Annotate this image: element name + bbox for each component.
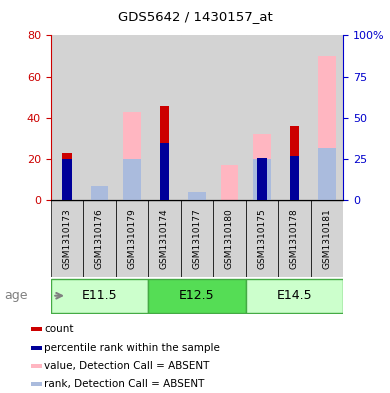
Text: GSM1310180: GSM1310180	[225, 208, 234, 269]
Bar	[31, 364, 42, 368]
Bar	[51, 200, 83, 277]
Bar	[148, 200, 181, 277]
Bar	[257, 158, 266, 200]
Bar	[318, 148, 336, 200]
Bar	[246, 35, 278, 200]
Bar	[213, 35, 246, 200]
Text: GSM1310174: GSM1310174	[160, 208, 169, 269]
Text: percentile rank within the sample: percentile rank within the sample	[44, 343, 220, 353]
Bar	[51, 35, 83, 200]
Bar	[148, 35, 181, 200]
Text: age: age	[4, 289, 27, 302]
Text: GSM1310181: GSM1310181	[323, 208, 332, 269]
Bar	[246, 279, 343, 312]
Bar	[188, 192, 206, 200]
Bar	[246, 200, 278, 277]
Bar	[148, 279, 246, 312]
Bar	[278, 200, 311, 277]
Bar	[83, 200, 116, 277]
Text: E14.5: E14.5	[277, 289, 312, 302]
Text: GSM1310176: GSM1310176	[95, 208, 104, 269]
Bar	[311, 200, 343, 277]
Bar	[290, 126, 299, 200]
Bar	[160, 143, 169, 200]
Text: E11.5: E11.5	[82, 289, 117, 302]
Bar	[83, 35, 116, 200]
Text: GSM1310179: GSM1310179	[128, 208, 136, 269]
Bar	[311, 35, 343, 200]
Text: GSM1310178: GSM1310178	[290, 208, 299, 269]
Bar	[213, 200, 246, 277]
Text: rank, Detection Call = ABSENT: rank, Detection Call = ABSENT	[44, 379, 204, 389]
Bar	[62, 153, 71, 200]
Bar	[123, 159, 141, 200]
Text: count: count	[44, 324, 74, 334]
Bar	[31, 327, 42, 331]
Bar	[123, 112, 141, 200]
Bar	[318, 56, 336, 200]
Bar	[181, 35, 213, 200]
Bar	[31, 382, 42, 386]
Text: GSM1310177: GSM1310177	[192, 208, 202, 269]
Bar	[253, 134, 271, 200]
Bar	[116, 35, 148, 200]
Bar	[160, 105, 169, 200]
Bar	[181, 200, 213, 277]
Text: value, Detection Call = ABSENT: value, Detection Call = ABSENT	[44, 361, 209, 371]
Bar	[31, 345, 42, 349]
Bar	[90, 185, 108, 200]
Text: GSM1310175: GSM1310175	[257, 208, 266, 269]
Bar	[290, 156, 299, 200]
Bar	[62, 159, 71, 200]
Bar	[220, 165, 238, 200]
Bar	[278, 35, 311, 200]
Bar	[90, 194, 108, 200]
Text: E12.5: E12.5	[179, 289, 215, 302]
Text: GDS5642 / 1430157_at: GDS5642 / 1430157_at	[118, 10, 272, 23]
Text: GSM1310173: GSM1310173	[62, 208, 71, 269]
Bar	[51, 279, 148, 312]
Bar	[253, 159, 271, 200]
Bar	[116, 200, 148, 277]
